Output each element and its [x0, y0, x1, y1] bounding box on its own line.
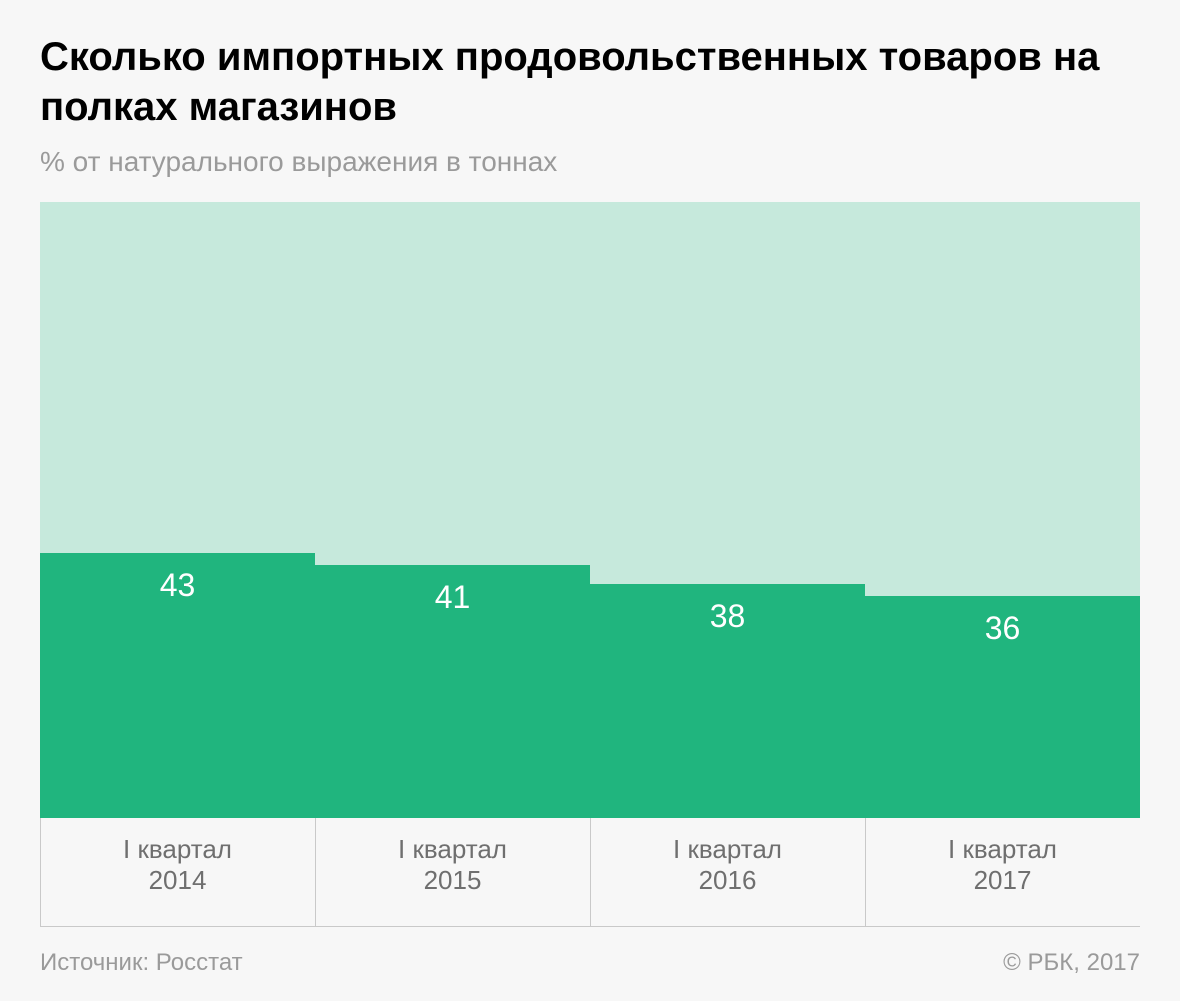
- x-axis-label-line1: I квартал: [319, 834, 586, 865]
- bar-value-label: 43: [160, 567, 196, 604]
- chart-x-axis: I квартал2014I квартал2015I квартал2016I…: [40, 818, 1140, 927]
- chart-column: 38: [590, 202, 865, 818]
- bar-value-label: 36: [985, 610, 1021, 647]
- chart-column: 36: [865, 202, 1140, 818]
- copyright-text: © РБК, 2017: [1003, 949, 1140, 977]
- x-axis-label-line2: 2016: [594, 865, 861, 896]
- x-axis-label-line1: I квартал: [869, 834, 1136, 865]
- bar-value-label: 38: [710, 598, 746, 635]
- x-axis-label: I квартал2014: [40, 818, 315, 926]
- chart-bar: 43: [40, 553, 315, 818]
- chart-bar: 41: [315, 565, 590, 818]
- bar-value-label: 41: [435, 579, 471, 616]
- chart-plot-area: 43 41 38 36: [40, 202, 1140, 818]
- x-axis-label: I квартал2015: [315, 818, 590, 926]
- source-text: Источник: Росстат: [40, 949, 243, 977]
- chart-column: 41: [315, 202, 590, 818]
- x-axis-label-line2: 2017: [869, 865, 1136, 896]
- x-axis-label-line2: 2015: [319, 865, 586, 896]
- chart-subtitle: % от натурального выражения в тоннах: [40, 146, 1140, 178]
- chart-column: 43: [40, 202, 315, 818]
- x-axis-label: I квартал2017: [865, 818, 1140, 926]
- chart-bar: 36: [865, 596, 1140, 818]
- x-axis-label: I квартал2016: [590, 818, 865, 926]
- chart-footer: Источник: Росстат © РБК, 2017: [40, 927, 1140, 977]
- chart-bar: 38: [590, 584, 865, 818]
- chart-container: 43413836 I квартал2014I квартал2015I ква…: [40, 202, 1140, 927]
- x-axis-label-line1: I квартал: [594, 834, 861, 865]
- x-axis-label-line2: 2014: [44, 865, 311, 896]
- chart-title: Сколько импортных продовольственных това…: [40, 32, 1140, 132]
- x-axis-label-line1: I квартал: [44, 834, 311, 865]
